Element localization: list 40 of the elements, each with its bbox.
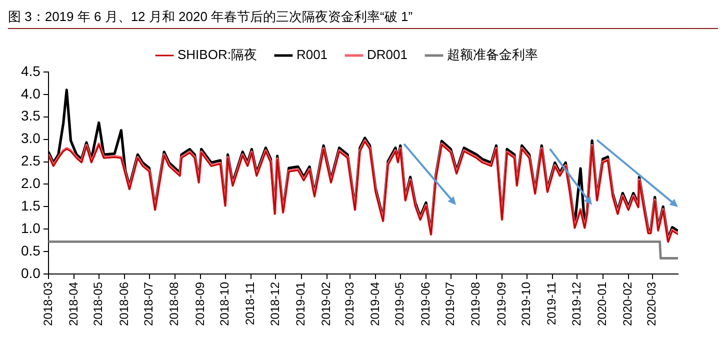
- x-tick-label: 2018-09: [192, 282, 207, 326]
- y-tick-label: 0.0: [20, 264, 41, 281]
- x-tick-label: 2019-02: [319, 282, 334, 326]
- x-tick-label: 2019-12: [570, 282, 584, 326]
- y-tick-label: 0.5: [20, 242, 41, 258]
- chart-title: 图 3：2019 年 6 月、12 月和 2020 年春节后的三次隔夜资金利率“破 1”: [8, 8, 718, 29]
- x-tick-label: 2019-06: [418, 282, 432, 326]
- legend-label: DR001: [367, 47, 408, 62]
- y-tick-label: 3.5: [20, 108, 41, 124]
- x-tick-label: 2018-04: [66, 282, 80, 326]
- x-tick-label: 2019-03: [342, 282, 356, 326]
- x-tick-label: 2019-09: [494, 282, 508, 326]
- legend-label: SHIBOR:隔夜: [178, 47, 257, 62]
- x-tick-label: 2018-10: [218, 282, 232, 326]
- x-tick-label: 2020-02: [620, 282, 635, 326]
- x-tick-label: 2018-08: [167, 282, 182, 326]
- x-tick-label: 2018-11: [243, 282, 258, 326]
- x-tick-label: 2019-11: [544, 282, 559, 326]
- x-tick-label: 2018-12: [268, 282, 282, 326]
- y-tick-label: 3.0: [20, 130, 41, 146]
- y-tick-label: 2.5: [20, 152, 41, 169]
- y-tick-label: 2.0: [20, 175, 41, 192]
- x-tick-label: 2018-07: [142, 282, 156, 326]
- y-tick-label: 1.0: [20, 220, 41, 236]
- y-tick-label: 4.0: [20, 85, 41, 102]
- y-tick-label: 4.5: [20, 62, 41, 79]
- x-tick-label: 2020-01: [595, 282, 610, 326]
- legend-label: R001: [296, 47, 328, 62]
- x-tick-label: 2018-06: [116, 282, 131, 326]
- x-tick-label: 2018-03: [40, 282, 55, 326]
- x-tick-label: 2019-04: [368, 282, 382, 326]
- x-tick-label: 2018-05: [91, 282, 106, 326]
- x-tick-label: 2020-03: [644, 282, 659, 326]
- x-tick-label: 2019-05: [392, 282, 407, 326]
- legend-label: 超额准备金利率: [447, 47, 538, 62]
- x-tick-label: 2019-08: [468, 282, 483, 326]
- x-tick-label: 2019-10: [519, 282, 534, 326]
- x-tick-label: 2019-07: [443, 282, 458, 326]
- x-tick-label: 2019-01: [294, 282, 308, 326]
- y-tick-label: 1.5: [20, 198, 41, 214]
